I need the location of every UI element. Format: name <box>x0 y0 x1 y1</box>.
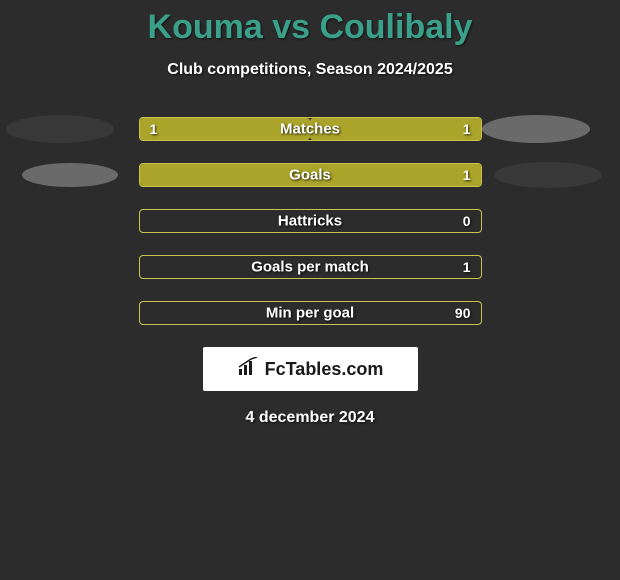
stat-label: Matches <box>280 121 340 138</box>
stat-rows: Matches 1 1 Goals 1 Hattricks 0 Goals per match… <box>0 117 620 325</box>
stat-bar: Min per goal 90 <box>139 301 482 325</box>
stat-label: Goals <box>289 167 331 184</box>
chart-icon <box>237 357 259 382</box>
stat-row: Min per goal 90 <box>0 301 620 325</box>
stat-row: Goals 1 <box>0 163 620 187</box>
stat-bar: Hattricks 0 <box>139 209 482 233</box>
stat-label: Hattricks <box>278 213 342 230</box>
stat-label: Goals per match <box>251 259 369 276</box>
stat-value-left: 1 <box>150 121 158 137</box>
stat-bar: Matches 1 1 <box>139 117 482 141</box>
stat-row: Hattricks 0 <box>0 209 620 233</box>
date-label: 4 december 2024 <box>0 409 620 427</box>
stat-value-right: 1 <box>463 121 471 137</box>
stat-row: Matches 1 1 <box>0 117 620 141</box>
stat-bar: Goals per match 1 <box>139 255 482 279</box>
stat-bar: Goals 1 <box>139 163 482 187</box>
stat-label: Min per goal <box>266 305 354 322</box>
stat-value-right: 1 <box>463 167 471 183</box>
player-ellipse <box>494 162 602 188</box>
page-title: Kouma vs Coulibaly <box>0 8 620 47</box>
stat-value-right: 1 <box>463 259 471 275</box>
stat-value-right: 0 <box>463 213 471 229</box>
logo-box[interactable]: FcTables.com <box>203 347 418 391</box>
logo-text: FcTables.com <box>265 359 384 380</box>
player-ellipse <box>6 115 114 143</box>
player-ellipse <box>482 115 590 143</box>
comparison-card: Kouma vs Coulibaly Club competitions, Se… <box>0 0 620 427</box>
subtitle: Club competitions, Season 2024/2025 <box>0 61 620 79</box>
player-ellipse <box>22 163 118 187</box>
stat-value-right: 90 <box>455 305 471 321</box>
stat-row: Goals per match 1 <box>0 255 620 279</box>
